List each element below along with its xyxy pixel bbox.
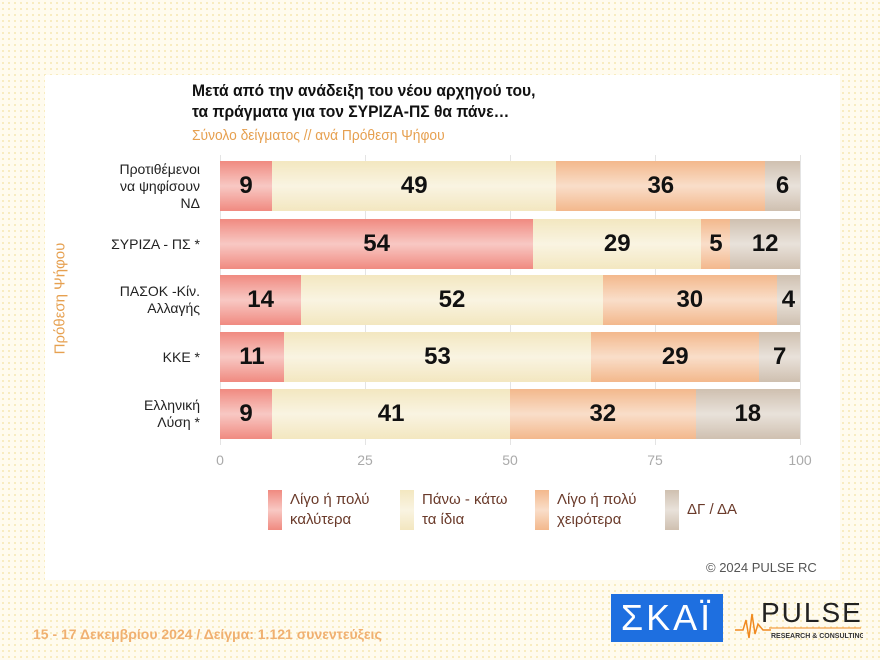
category-label-line: ΣΥΡΙΖΑ - ΠΣ *: [111, 235, 200, 252]
legend-label-line: καλύτερα: [290, 511, 352, 528]
x-tick-label: 25: [357, 452, 373, 468]
title-line: Μετά από την ανάδειξη του νέου αρχηγού τ…: [192, 81, 536, 100]
legend-swatch: [535, 490, 549, 530]
data-label: 41: [377, 400, 405, 427]
footer-text: 15 - 17 Δεκεμβρίου 2024 / Δείγμα: 1.121 …: [33, 626, 382, 642]
data-label: 14: [247, 286, 274, 313]
skai-logo: ΣΚΑΪ: [611, 594, 723, 642]
legend-item: Λίγο ή πολύ χειρότερα: [535, 490, 636, 530]
legend-item: ΔΓ / ΔΑ: [665, 490, 737, 530]
bar-segment: 12: [730, 219, 800, 269]
bar-segment: 29: [533, 219, 702, 269]
data-label: 29: [661, 343, 689, 370]
bar-segment: 29: [591, 332, 760, 382]
category-label-line: ΝΔ: [180, 194, 200, 211]
data-label: 49: [400, 172, 428, 199]
data-label: 54: [363, 230, 390, 257]
bar-segment: 36: [556, 161, 766, 211]
legend-label-line: χειρότερα: [557, 511, 622, 528]
bar-segment: 54: [220, 219, 534, 269]
legend-label: Λίγο ή πολύ χειρότερα: [557, 490, 636, 530]
category-label: ΣΥΡΙΖΑ - ΠΣ *: [50, 236, 200, 253]
chart-subtitle: Σύνολο δείγματος // ανά Πρόθεση Ψήφου: [192, 127, 445, 144]
title-line: τα πράγματα για τον ΣΥΡΙΖΑ-ΠΣ θα πάνε…: [192, 102, 510, 121]
data-label: 32: [589, 400, 617, 427]
pulse-logo: PULSE RESEARCH & CONSULTING: [735, 597, 863, 640]
copyright: © 2024 PULSE RC: [706, 560, 817, 575]
category-label-line: να ψηφίσουν: [119, 177, 200, 194]
x-tick-label: 75: [647, 452, 663, 468]
legend-label-line: Λίγο ή πολύ: [290, 491, 370, 508]
bar-segment: 4: [776, 275, 800, 325]
data-label: 9: [239, 400, 253, 427]
data-label: 5: [709, 230, 723, 257]
legend-label-line: Λίγο ή πολύ: [557, 491, 637, 508]
data-label: 4: [781, 286, 796, 313]
category-label: ΚΚΕ *: [50, 349, 200, 366]
bar-segment: 9: [220, 389, 273, 439]
data-label: 30: [676, 286, 704, 313]
legend-label: ΔΓ / ΔΑ: [687, 500, 737, 520]
bar-segment: 5: [701, 219, 731, 269]
chart-panel: [45, 75, 840, 580]
data-label: 29: [603, 230, 631, 257]
data-label: 9: [239, 172, 253, 199]
legend-swatch: [400, 490, 414, 530]
svg-text:RESEARCH & CONSULTING: RESEARCH & CONSULTING: [771, 633, 863, 640]
bar-segment: 6: [765, 161, 800, 211]
legend-label-line: ΔΓ / ΔΑ: [687, 501, 737, 518]
category-label: Προτιθέμενοι να ψηφίσουν ΝΔ: [50, 161, 200, 212]
data-label: 36: [647, 172, 675, 199]
chart-title: Μετά από την ανάδειξη του νέου αρχηγού τ…: [192, 80, 535, 122]
category-label-line: Αλλαγής: [147, 300, 200, 316]
legend-label: Λίγο ή πολύ καλύτερα: [290, 490, 369, 530]
bar-segment: 14: [220, 275, 302, 325]
category-label-line: Προτιθέμενοι: [119, 160, 200, 177]
legend-label-line: τα ίδια: [422, 511, 465, 528]
x-tick-label: 50: [502, 452, 518, 468]
legend-label-line: Πάνω - κάτω: [422, 491, 508, 508]
bar-segment: 53: [283, 332, 592, 382]
category-label: ΠΑΣΟΚ -Κίν. Αλλαγής: [50, 283, 200, 317]
data-label: 52: [438, 286, 466, 313]
bar-segment: 49: [272, 161, 557, 211]
category-label-line: Ελληνική: [143, 397, 200, 413]
category-label-line: ΠΑΣΟΚ -Κίν.: [119, 283, 200, 299]
x-tick-label: 0: [216, 452, 224, 468]
category-label-line: Λύση *: [157, 414, 200, 430]
bar-segment: 11: [220, 332, 284, 382]
gridline: [800, 155, 801, 445]
svg-text:PULSE: PULSE: [761, 597, 863, 628]
bar-segment: 32: [510, 389, 696, 439]
category-label-line: ΚΚΕ *: [162, 348, 200, 365]
data-label: 12: [751, 230, 779, 257]
bar-segment: 30: [602, 275, 777, 325]
bar-segment: 9: [220, 161, 273, 211]
legend-label: Πάνω - κάτω τα ίδια: [422, 490, 507, 530]
x-tick-label: 100: [788, 452, 812, 468]
bar-segment: 41: [272, 389, 510, 439]
category-label: Ελληνική Λύση *: [50, 397, 200, 431]
data-label: 7: [773, 343, 787, 370]
bar-segment: 7: [759, 332, 800, 382]
bar-segment: 52: [301, 275, 603, 325]
bar-segment: 18: [695, 389, 800, 439]
legend-swatch: [665, 490, 679, 530]
data-label: 11: [239, 343, 265, 370]
legend-item: Πάνω - κάτω τα ίδια: [400, 490, 507, 530]
legend-swatch: [268, 490, 282, 530]
legend-item: Λίγο ή πολύ καλύτερα: [268, 490, 369, 530]
data-label: 6: [775, 172, 790, 199]
data-label: 18: [734, 400, 762, 427]
data-label: 53: [424, 343, 451, 370]
